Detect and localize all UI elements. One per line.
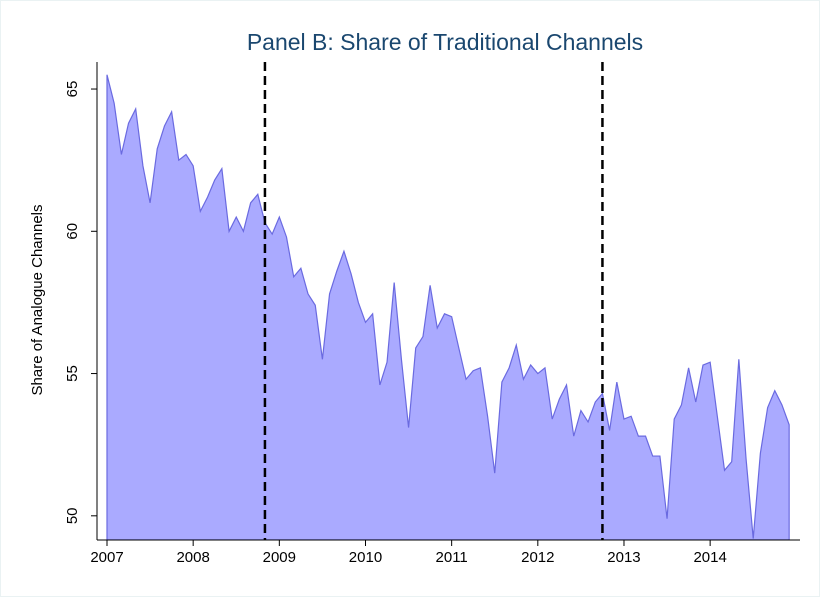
x-tick-label: 2007 <box>90 549 123 566</box>
y-tick-label: 50 <box>64 507 81 524</box>
y-axis-label: Share of Analogue Channels <box>29 205 46 396</box>
x-tick-label: 2011 <box>436 549 468 566</box>
chart-title: Panel B: Share of Traditional Channels <box>247 29 643 55</box>
y-tick-label: 60 <box>64 223 81 240</box>
x-tick-label: 2013 <box>607 549 640 566</box>
x-tick-label: 2009 <box>263 549 296 566</box>
x-tick-label: 2008 <box>176 549 209 566</box>
x-tick-label: 2012 <box>521 549 554 566</box>
x-tick-label: 2014 <box>693 549 726 566</box>
y-tick-label: 65 <box>64 81 81 98</box>
area <box>106 74 790 540</box>
x-tick-label: 2010 <box>349 549 382 566</box>
y-tick-label: 55 <box>64 365 81 382</box>
